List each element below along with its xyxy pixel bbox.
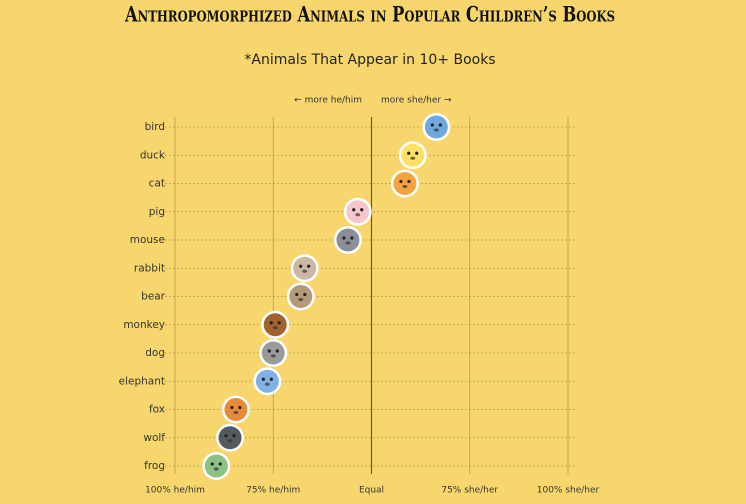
animal-icon [343,197,372,226]
icon-face [346,200,370,224]
icon-face [336,228,360,252]
icon-nose [298,297,304,302]
animal-icon [202,452,231,480]
animal-icon [259,339,288,367]
icon-nose [402,184,408,189]
x-tick-label: Equal [359,486,384,496]
icon-eye [269,377,273,381]
icon-eye [350,236,354,240]
icon-nose [270,354,276,358]
icon-face [289,285,313,308]
icon-eye [218,462,222,466]
y-tick-label: monkey [123,319,165,331]
icon-nose [272,326,278,330]
annotation: more she/her → [381,96,452,106]
icon-eye [415,151,419,155]
icon-eye [275,349,279,353]
y-tick-label: frog [144,460,165,472]
icon-eye [407,151,411,155]
icon-eye [267,349,271,353]
animal-icon [261,310,290,339]
icon-face [224,398,248,421]
animal-icon [216,423,245,452]
y-tick-label: bear [141,291,166,303]
animal-icon [398,141,427,170]
animal-icon [253,367,282,396]
icon-face [293,256,317,280]
icon-nose [264,382,270,386]
y-tick-label: pig [149,206,165,218]
icon-face [218,426,242,450]
icon-eye [342,236,346,240]
y-tick-label: bird [145,121,165,133]
icon-eye [399,179,403,184]
icon-eye [230,405,234,410]
y-tick-label: elephant [119,375,165,387]
icon-face [263,313,287,337]
icon-face [255,369,279,393]
x-tick-label: 100% she/her [537,486,600,496]
icon-eye [238,405,242,410]
icon-eye [438,123,442,127]
icon-eye [430,123,434,127]
icon-eye [360,208,364,212]
icon-eye [295,292,299,297]
annotation: ← more he/him [294,96,362,106]
icon-face [393,172,417,195]
y-tick-label: rabbit [134,262,165,274]
animal-icon [221,395,250,424]
icon-face [424,115,448,139]
icon-nose [233,410,239,415]
animal-icon [390,169,419,198]
animal-icon [333,226,362,254]
icon-eye [261,377,265,381]
icon-nose [345,241,351,245]
icon-eye [210,462,214,466]
icon-eye [224,434,228,438]
icon-eye [307,264,311,268]
y-tick-label: mouse [130,234,165,246]
icon-nose [433,128,439,132]
icon-nose [227,439,233,443]
icon-eye [303,292,307,297]
icon-nose [302,269,308,273]
x-tick-label: 75% he/him [246,486,300,496]
icon-face [204,454,228,478]
icon-eye [277,321,281,325]
icon-eye [299,264,303,268]
icon-eye [269,321,273,325]
chart-subtitle: *Animals That Appear in 10+ Books [244,52,495,68]
y-tick-label: duck [140,149,166,161]
animal-icon [422,113,451,141]
x-tick-label: 75% she/her [441,486,498,496]
icon-nose [213,467,219,471]
y-tick-label: wolf [143,432,165,444]
icon-face [401,143,425,167]
y-tick-label: dog [145,347,165,359]
y-tick-label: fox [149,404,165,416]
icon-eye [352,208,356,212]
icon-eye [407,179,411,184]
icon-nose [410,156,416,160]
icon-eye [232,434,236,438]
animal-icon [286,282,315,311]
chart-title: Anthropomorphized Animals in Popular Chi… [124,2,615,27]
icon-face [261,341,285,365]
icon-nose [355,213,361,217]
x-tick-label: 100% he/him [145,486,205,496]
animal-icon [290,254,319,283]
y-tick-label: cat [149,178,165,190]
